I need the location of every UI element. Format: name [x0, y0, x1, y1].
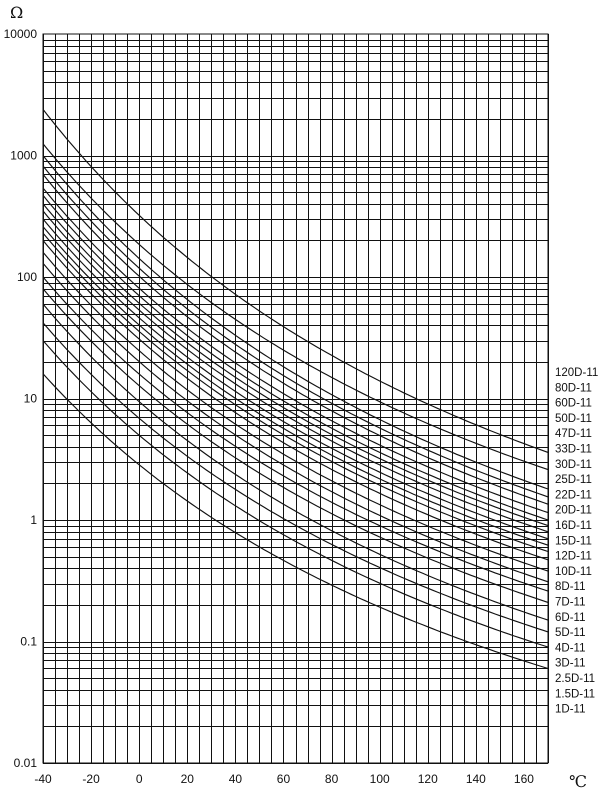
legend-label: 12D-11 [555, 551, 592, 563]
y-unit-label: Ω [10, 3, 23, 22]
legend-label: 20D-11 [555, 505, 592, 517]
legend-label: 80D-11 [555, 382, 592, 394]
legend-label: 4D-11 [555, 642, 585, 654]
legend-label: 2.5D-11 [555, 673, 595, 685]
y-tick-label: 10000 [4, 27, 38, 41]
legend-label: 10D-11 [555, 566, 592, 578]
series-curve [42, 303, 549, 621]
grid-layer [43, 34, 549, 764]
legend-label: 1D-11 [555, 704, 585, 716]
series-curve [42, 143, 549, 471]
series-curve [42, 173, 549, 505]
legend-label: 8D-11 [555, 581, 585, 593]
x-tick-label: -40 [34, 772, 52, 786]
series-layer [42, 108, 549, 670]
y-tick-label: 0.01 [14, 756, 38, 770]
series-curve [42, 251, 549, 572]
x-tick-label: 120 [418, 772, 438, 786]
series-curve [42, 276, 549, 592]
legend-label: 25D-11 [555, 474, 592, 486]
series-curve [42, 218, 549, 540]
legend-label: 7D-11 [555, 597, 585, 609]
x-tick-labels: -40 -20 0 20 40 60 80 100 120 140 160 [34, 772, 534, 786]
series-curve [42, 210, 549, 533]
legend-label: 1.5D-11 [555, 688, 595, 700]
x-tick-label: 140 [466, 772, 486, 786]
legend-label: 120D-11 [555, 367, 598, 379]
series-curve [42, 165, 549, 498]
legend-label: 50D-11 [555, 413, 592, 425]
series-curve [42, 203, 549, 527]
y-tick-label: 1000 [10, 149, 37, 163]
legend-label: 33D-11 [555, 444, 592, 456]
series-curve [42, 240, 549, 561]
series-curve [42, 232, 549, 553]
series-curve [42, 108, 549, 453]
legend-label: 47D-11 [555, 428, 592, 440]
x-tick-label: 100 [370, 772, 390, 786]
legend-label: 30D-11 [555, 459, 592, 471]
series-curve [42, 155, 549, 490]
legend-label: 6D-11 [555, 612, 585, 624]
series-curve [42, 226, 549, 546]
legend-label: 22D-11 [555, 489, 592, 501]
x-tick-label: -20 [82, 772, 100, 786]
series-curve [42, 194, 549, 521]
legend-label: 16D-11 [555, 520, 592, 532]
y-tick-label: 100 [17, 270, 37, 284]
x-tick-label: 80 [325, 772, 339, 786]
series-curve [42, 288, 549, 603]
y-tick-label: 0.1 [20, 635, 37, 649]
series-curve [42, 262, 549, 583]
series-curve [42, 373, 549, 670]
legend-label: 60D-11 [555, 398, 592, 410]
y-tick-label: 1 [30, 513, 37, 527]
x-tick-label: 20 [181, 772, 195, 786]
plot-frame [42, 33, 549, 764]
y-tick-label: 10 [24, 392, 38, 406]
series-curve [42, 340, 549, 648]
x-tick-label: 0 [136, 772, 143, 786]
legend-label: 5D-11 [555, 627, 585, 639]
x-unit-label: ℃ [569, 772, 587, 791]
series-curve [42, 322, 549, 633]
y-tick-labels: 0.01 0.1 1 10 100 1000 10000 [4, 27, 38, 770]
x-tick-label: 40 [229, 772, 243, 786]
legend-label: 3D-11 [555, 658, 585, 670]
series-curve [42, 187, 549, 514]
x-tick-label: 60 [277, 772, 291, 786]
legend-label: 15D-11 [555, 535, 592, 547]
series-legend-labels: 120D-11 80D-11 60D-11 50D-11 47D-11 33D-11 30D… [555, 367, 598, 716]
x-tick-label: 160 [514, 772, 534, 786]
